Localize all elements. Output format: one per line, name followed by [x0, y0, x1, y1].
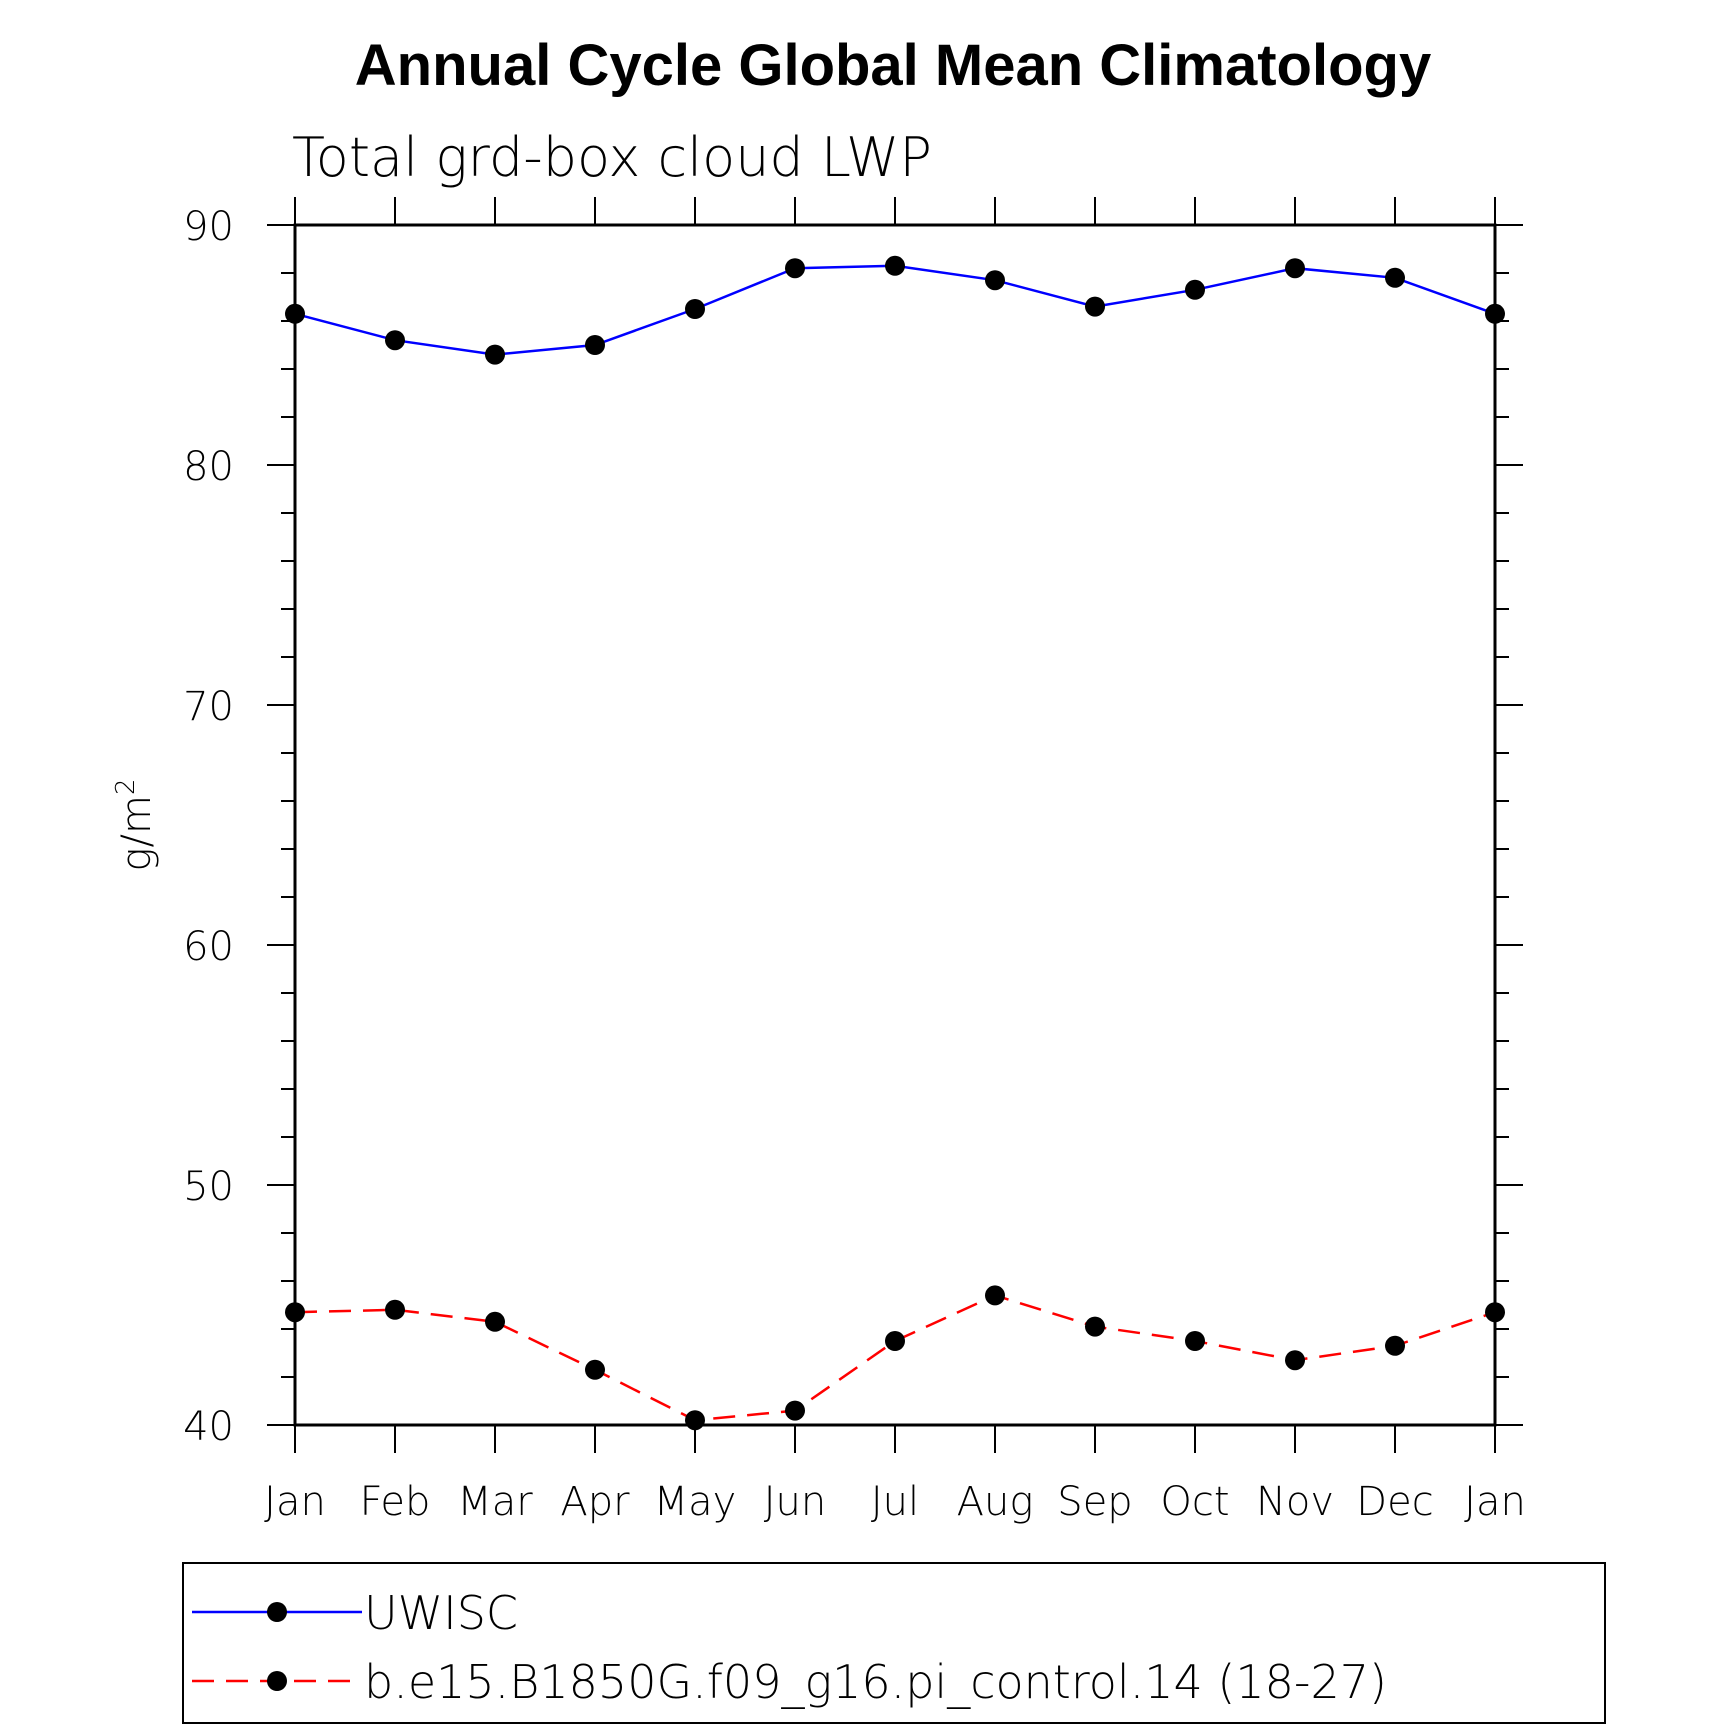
legend-item-1: UWISC	[192, 1586, 518, 1640]
series-1	[285, 255, 1505, 365]
y-tick-label: 60	[183, 924, 234, 970]
data-point	[1285, 1350, 1305, 1371]
data-point	[285, 303, 305, 324]
data-point	[385, 1299, 405, 1320]
data-point	[1485, 303, 1505, 324]
series-line	[294, 1294, 1496, 1422]
y-axis-tick-labels: 40 50 60 70 80 90	[183, 204, 234, 1450]
y-axis-ticks	[267, 224, 1523, 1426]
data-point	[385, 330, 405, 351]
data-point	[285, 1302, 305, 1323]
data-point	[1385, 1335, 1405, 1356]
legend-label: b.e15.B1850G.f09_g16.pi_control.14 (18-2…	[364, 1655, 1387, 1709]
legend-box	[182, 1562, 1606, 1724]
x-tick-label: Mar	[457, 1479, 533, 1525]
legend-item-2: b.e15.B1850G.f09_g16.pi_control.14 (18-2…	[192, 1655, 1387, 1709]
x-tick-label: Jun	[764, 1479, 827, 1525]
legend-marker	[267, 1602, 287, 1622]
x-tick-label: Nov	[1256, 1479, 1334, 1525]
x-tick-label: Oct	[1160, 1479, 1229, 1525]
legend-label: UWISC	[364, 1586, 518, 1640]
plot-frame	[293, 223, 1497, 1427]
x-tick-label: Feb	[360, 1479, 431, 1525]
data-point	[885, 255, 905, 276]
data-point	[1185, 279, 1205, 300]
x-tick-label: Sep	[1057, 1479, 1132, 1525]
data-point	[685, 299, 705, 319]
x-tick-label: Jan	[1464, 1479, 1526, 1525]
data-point	[585, 335, 605, 355]
y-tick-label: 80	[183, 444, 234, 490]
data-point	[1285, 258, 1305, 279]
y-tick-label: 40	[183, 1404, 234, 1450]
x-tick-label: Apr	[560, 1479, 630, 1525]
y-tick-label: 70	[183, 684, 234, 730]
y-axis-label-exponent: 2	[111, 779, 141, 796]
y-tick-label: 50	[183, 1164, 234, 1210]
data-point	[485, 1311, 505, 1332]
x-tick-label: Jul	[871, 1479, 919, 1525]
data-point	[1085, 1316, 1105, 1337]
x-axis-ticks	[294, 197, 1496, 1453]
data-point	[885, 1331, 905, 1351]
data-point	[685, 1410, 705, 1431]
y-tick-label: 90	[183, 204, 234, 250]
series-layer	[285, 255, 1505, 1431]
y-axis-label-unit: g/m	[114, 795, 160, 871]
x-axis-tick-labels: Jan Feb Mar Apr May Jun Jul Aug Sep Oct Nov Dec Jan	[264, 1479, 1526, 1525]
x-tick-label: Aug	[957, 1479, 1034, 1525]
series-2	[285, 1285, 1505, 1431]
data-point	[1185, 1331, 1205, 1351]
data-point	[1385, 267, 1405, 288]
x-tick-label: May	[654, 1479, 737, 1525]
legend-items: UWISC b.e15.B1850G.f09_g16.pi_control.14 …	[192, 1586, 1387, 1709]
data-point	[485, 344, 505, 365]
legend: UWISC b.e15.B1850G.f09_g16.pi_control.14 …	[182, 1562, 1606, 1724]
data-point	[985, 1285, 1005, 1306]
x-tick-label: Jan	[264, 1479, 326, 1525]
data-point	[1085, 296, 1105, 317]
data-point	[985, 270, 1005, 291]
y-axis-label: g/m2	[111, 779, 160, 872]
data-point	[585, 1359, 605, 1380]
chart-subtitle: Total grd-box cloud LWP	[292, 126, 932, 189]
data-point	[1485, 1302, 1505, 1323]
x-tick-label: Dec	[1356, 1479, 1433, 1525]
data-point	[785, 258, 805, 279]
data-point	[785, 1400, 805, 1421]
chart-title: Annual Cycle Global Mean Climatology	[355, 33, 1431, 98]
legend-marker	[267, 1671, 287, 1691]
series-line	[294, 264, 1496, 356]
